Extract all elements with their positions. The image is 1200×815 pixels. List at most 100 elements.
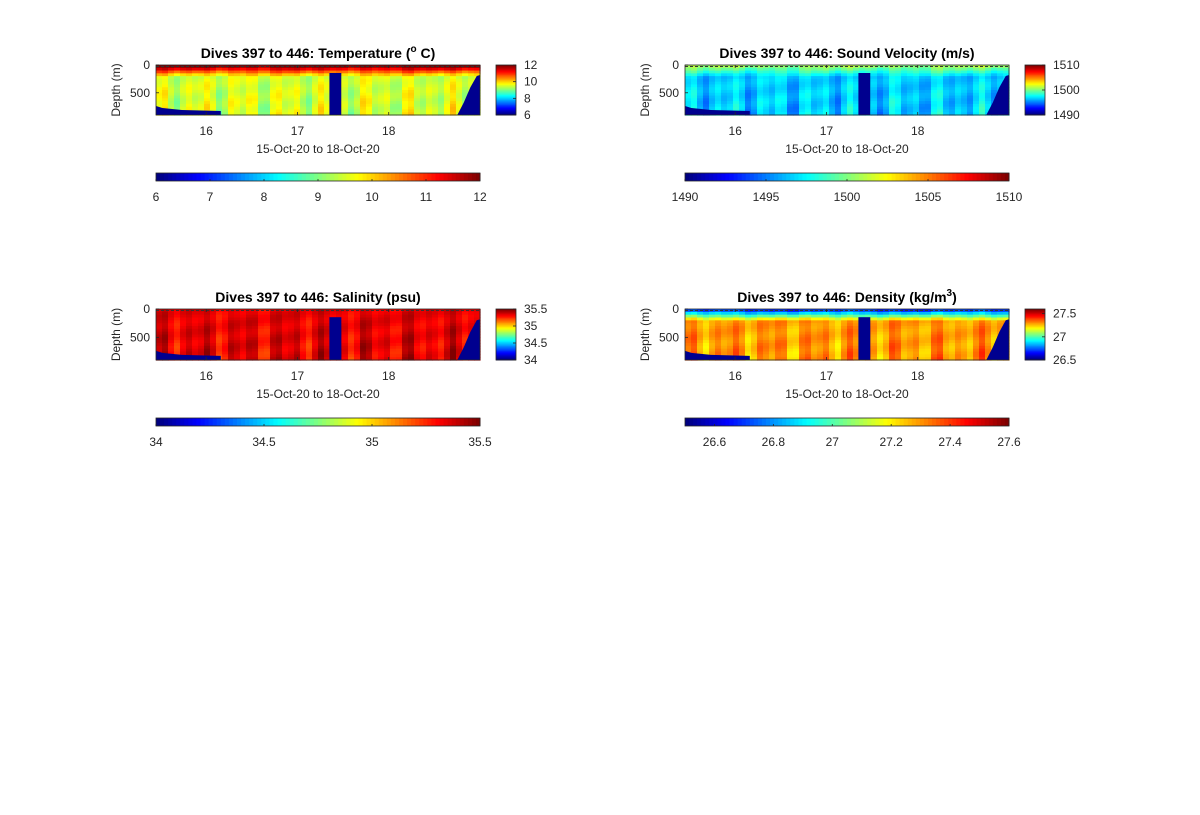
heatmap-cell bbox=[907, 101, 914, 105]
heatmap-cell bbox=[198, 328, 205, 333]
heatmap-cell bbox=[450, 70, 457, 74]
colorbar-step bbox=[200, 173, 206, 181]
colorbar-step bbox=[1025, 333, 1045, 335]
heatmap-cell bbox=[913, 81, 920, 86]
heatmap-cell bbox=[769, 112, 776, 116]
heatmap-cell bbox=[685, 84, 692, 88]
heatmap-cell bbox=[751, 95, 758, 99]
heatmap-cell bbox=[775, 323, 782, 327]
heatmap-cell bbox=[186, 87, 193, 91]
heatmap-cell bbox=[691, 337, 698, 341]
heatmap-cell bbox=[811, 90, 818, 94]
heatmap-cell bbox=[889, 328, 896, 333]
heatmap-cell bbox=[366, 334, 373, 338]
heatmap-cell bbox=[709, 81, 716, 86]
heatmap-cell bbox=[775, 90, 782, 94]
heatmap-cell bbox=[456, 98, 463, 102]
heatmap-cell bbox=[925, 320, 932, 324]
heatmap-cell bbox=[372, 343, 379, 347]
heatmap-field bbox=[685, 309, 1010, 361]
heatmap-cell bbox=[366, 323, 373, 327]
heatmap-cell bbox=[228, 73, 235, 77]
heatmap-cell bbox=[835, 337, 842, 341]
heatmap-cell bbox=[354, 354, 361, 358]
heatmap-cell bbox=[793, 103, 800, 108]
heatmap-cell bbox=[204, 345, 211, 350]
chart-title-main: Dives 397 to 446: Sound Velocity (m/s) bbox=[719, 45, 974, 61]
heatmap-cell bbox=[222, 309, 229, 313]
colorbar-step bbox=[370, 418, 376, 426]
heatmap-cell bbox=[853, 98, 860, 102]
heatmap-cell bbox=[985, 337, 992, 341]
heatmap-cell bbox=[156, 87, 163, 91]
colorbar-step bbox=[1025, 80, 1045, 82]
heatmap-cell bbox=[937, 345, 944, 350]
colorbar-step bbox=[443, 173, 449, 181]
heatmap-cell bbox=[192, 92, 199, 97]
heatmap-cell bbox=[781, 334, 788, 338]
colorbar-step bbox=[960, 173, 965, 181]
heatmap-cell bbox=[174, 67, 181, 72]
heatmap-cell bbox=[204, 81, 211, 86]
heatmap-cell bbox=[745, 106, 752, 111]
heatmap-cell bbox=[414, 323, 421, 327]
heatmap-cell bbox=[895, 351, 902, 355]
heatmap-cell bbox=[979, 106, 986, 111]
heatmap-cell bbox=[757, 348, 764, 353]
heatmap-cell bbox=[360, 98, 367, 102]
heatmap-cell bbox=[739, 334, 746, 338]
heatmap-cell bbox=[991, 73, 998, 77]
heatmap-cell bbox=[192, 65, 199, 69]
chart-title: Dives 397 to 446: Salinity (psu) bbox=[215, 289, 420, 305]
heatmap-cell bbox=[264, 354, 271, 358]
heatmap-cell bbox=[414, 331, 421, 336]
heatmap-cell bbox=[240, 112, 247, 116]
heatmap-cell bbox=[318, 340, 325, 344]
heatmap-cell bbox=[378, 320, 385, 324]
heatmap-cell bbox=[973, 98, 980, 102]
heatmap-cell bbox=[901, 84, 908, 88]
heatmap-cell bbox=[697, 87, 704, 91]
heatmap-cell bbox=[775, 320, 782, 324]
heatmap-cell bbox=[318, 354, 325, 358]
heatmap-cell bbox=[348, 345, 355, 350]
colorbar-step bbox=[427, 173, 432, 181]
heatmap-cell bbox=[769, 95, 776, 99]
heatmap-cell bbox=[360, 340, 367, 344]
side-colorbar-tick-label: 35 bbox=[524, 319, 538, 333]
heatmap-cell bbox=[961, 109, 968, 113]
heatmap-cell bbox=[156, 343, 163, 347]
heatmap-cell bbox=[180, 78, 187, 83]
heatmap-cell bbox=[829, 109, 836, 113]
heatmap-cell bbox=[925, 357, 932, 361]
heatmap-cell bbox=[925, 334, 932, 338]
heatmap-cell bbox=[408, 348, 415, 353]
heatmap-cell bbox=[835, 328, 842, 333]
heatmap-cell bbox=[288, 76, 295, 80]
heatmap-cell bbox=[306, 311, 313, 316]
heatmap-cell bbox=[961, 101, 968, 105]
heatmap-cell bbox=[877, 84, 884, 88]
colorbar-step bbox=[160, 173, 165, 181]
heatmap-cell bbox=[799, 357, 806, 361]
heatmap-cell bbox=[961, 340, 968, 344]
colorbar-step bbox=[932, 418, 937, 426]
heatmap-cell bbox=[835, 334, 842, 338]
heatmap-cell bbox=[823, 320, 830, 324]
heatmap-cell bbox=[462, 87, 469, 91]
heatmap-cell bbox=[198, 323, 205, 327]
heatmap-cell bbox=[318, 311, 325, 316]
heatmap-cell bbox=[426, 67, 433, 72]
heatmap-cell bbox=[222, 70, 229, 74]
heatmap-cell bbox=[450, 78, 457, 83]
colorbar-step bbox=[1025, 311, 1045, 314]
heatmap-cell bbox=[198, 340, 205, 344]
heatmap-cell bbox=[727, 73, 734, 77]
heatmap-cell bbox=[264, 78, 271, 83]
heatmap-cell bbox=[925, 351, 932, 355]
heatmap-cell bbox=[769, 357, 776, 361]
colorbar-step bbox=[378, 173, 384, 181]
colorbar-step bbox=[269, 173, 274, 181]
heatmap-cell bbox=[937, 92, 944, 97]
heatmap-cell bbox=[949, 345, 956, 350]
